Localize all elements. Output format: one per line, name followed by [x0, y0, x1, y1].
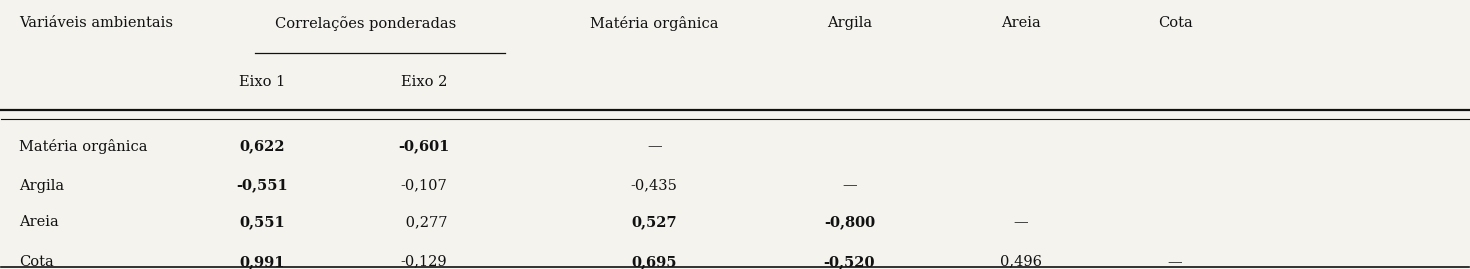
Text: Argila: Argila — [828, 16, 872, 30]
Text: Areia: Areia — [1001, 16, 1041, 30]
Text: —: — — [1014, 215, 1029, 229]
Text: 0,551: 0,551 — [240, 215, 285, 229]
Text: Eixo 1: Eixo 1 — [240, 75, 285, 89]
Text: 0,695: 0,695 — [632, 255, 678, 269]
Text: Correlações ponderadas: Correlações ponderadas — [275, 16, 456, 31]
Text: -0,551: -0,551 — [237, 179, 288, 193]
Text: Argila: Argila — [19, 179, 65, 193]
Text: Cota: Cota — [19, 255, 54, 269]
Text: 0,496: 0,496 — [1000, 255, 1042, 269]
Text: —: — — [842, 179, 857, 193]
Text: Matéria orgânica: Matéria orgânica — [589, 16, 719, 31]
Text: —: — — [647, 139, 662, 153]
Text: 0,991: 0,991 — [240, 255, 285, 269]
Text: -0,520: -0,520 — [823, 255, 875, 269]
Text: Variáveis ambientais: Variáveis ambientais — [19, 16, 173, 30]
Text: Areia: Areia — [19, 215, 59, 229]
Text: -0,129: -0,129 — [401, 255, 447, 269]
Text: Eixo 2: Eixo 2 — [401, 75, 447, 89]
Text: -0,601: -0,601 — [398, 139, 450, 153]
Text: Cota: Cota — [1158, 16, 1192, 30]
Text: 0,527: 0,527 — [632, 215, 678, 229]
Text: —: — — [1167, 255, 1182, 269]
Text: 0,622: 0,622 — [240, 139, 285, 153]
Text: -0,435: -0,435 — [631, 179, 678, 193]
Text: 0,277: 0,277 — [401, 215, 447, 229]
Text: -0,800: -0,800 — [823, 215, 875, 229]
Text: -0,107: -0,107 — [400, 179, 447, 193]
Text: Matéria orgânica: Matéria orgânica — [19, 139, 147, 154]
